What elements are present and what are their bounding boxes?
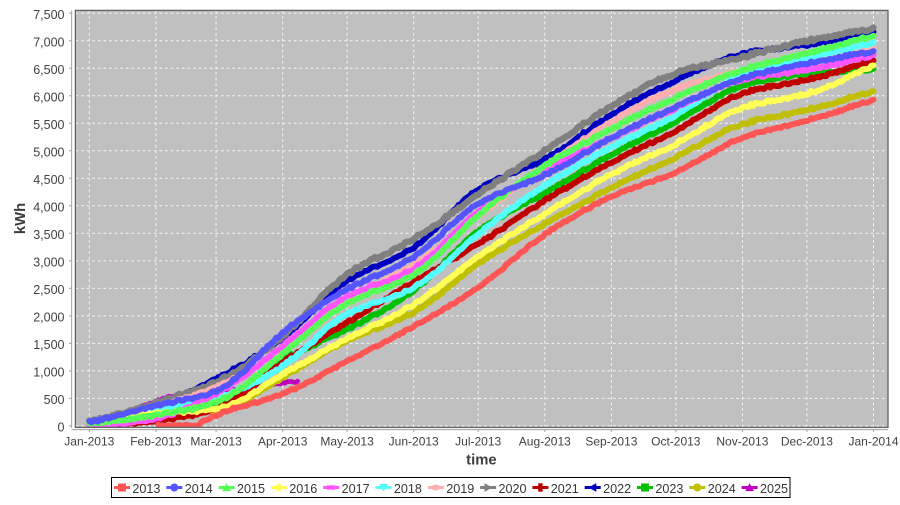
svg-text:3,500: 3,500 — [33, 228, 64, 242]
svg-text:3,000: 3,000 — [33, 256, 64, 270]
svg-text:2021: 2021 — [551, 482, 579, 496]
svg-text:6,500: 6,500 — [33, 63, 64, 77]
svg-text:2014: 2014 — [185, 482, 213, 496]
svg-text:kWh: kWh — [13, 203, 29, 234]
svg-text:2,000: 2,000 — [33, 311, 64, 325]
svg-text:5,000: 5,000 — [33, 146, 64, 160]
svg-text:4,500: 4,500 — [33, 173, 64, 187]
svg-text:6,000: 6,000 — [33, 91, 64, 105]
svg-text:2018: 2018 — [394, 482, 422, 496]
svg-text:7,000: 7,000 — [33, 36, 64, 50]
svg-text:4,000: 4,000 — [33, 201, 64, 215]
svg-text:Feb-2013: Feb-2013 — [130, 434, 182, 448]
svg-text:500: 500 — [44, 393, 65, 407]
svg-text:0: 0 — [58, 421, 65, 435]
svg-text:Aug-2013: Aug-2013 — [519, 434, 571, 448]
svg-text:2013: 2013 — [132, 482, 160, 496]
svg-text:Oct-2013: Oct-2013 — [651, 434, 701, 448]
svg-text:Jun-2013: Jun-2013 — [389, 434, 439, 448]
svg-text:time: time — [466, 453, 496, 469]
svg-text:2020: 2020 — [499, 482, 527, 496]
svg-text:Apr-2013: Apr-2013 — [258, 434, 308, 448]
svg-text:Jul-2013: Jul-2013 — [455, 434, 501, 448]
svg-text:1,000: 1,000 — [33, 366, 64, 380]
svg-text:2,500: 2,500 — [33, 283, 64, 297]
svg-text:5,500: 5,500 — [33, 118, 64, 132]
svg-text:Jan-2013: Jan-2013 — [64, 434, 114, 448]
svg-text:Sep-2013: Sep-2013 — [585, 434, 637, 448]
svg-text:Nov-2013: Nov-2013 — [716, 434, 768, 448]
svg-text:2015: 2015 — [237, 482, 265, 496]
svg-text:2019: 2019 — [446, 482, 474, 496]
svg-text:2022: 2022 — [603, 482, 631, 496]
svg-text:7,500: 7,500 — [33, 8, 64, 22]
svg-text:Dec-2013: Dec-2013 — [781, 434, 833, 448]
svg-text:2023: 2023 — [655, 482, 683, 496]
svg-text:Jan-2014: Jan-2014 — [848, 434, 898, 448]
svg-text:1,500: 1,500 — [33, 338, 64, 352]
svg-text:2017: 2017 — [342, 482, 370, 496]
svg-text:Mar-2013: Mar-2013 — [190, 434, 242, 448]
svg-text:2024: 2024 — [708, 482, 736, 496]
svg-text:2016: 2016 — [289, 482, 317, 496]
svg-text:May-2013: May-2013 — [320, 434, 374, 448]
svg-text:2025: 2025 — [760, 482, 788, 496]
